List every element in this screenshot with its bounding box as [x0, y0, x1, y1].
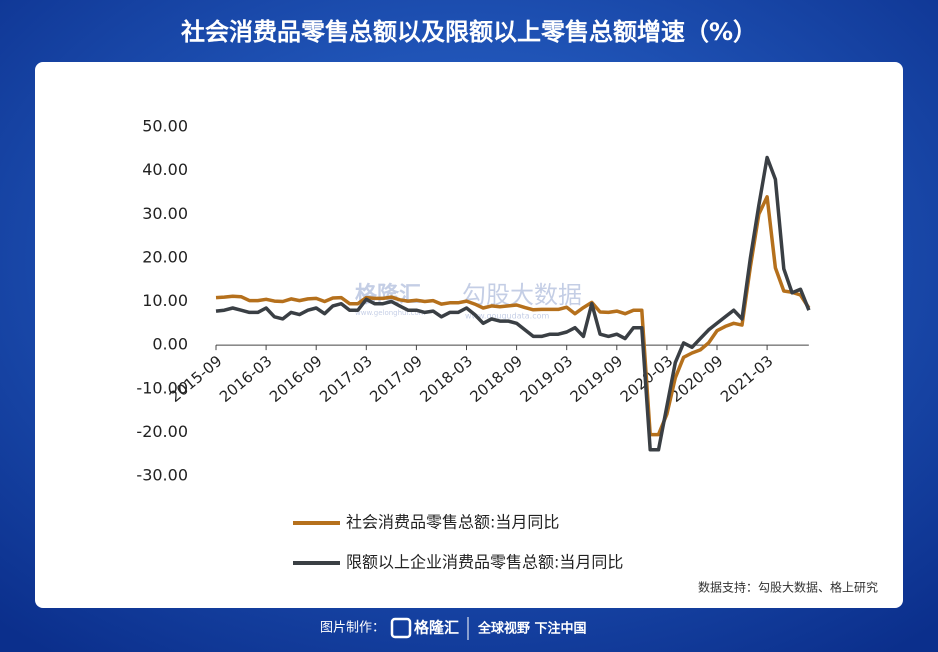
legend-label: 社会消费品零售总额:当月同比 [346, 513, 559, 532]
y-tick-label: 30.00 [142, 204, 188, 223]
footer-slogan: 全球视野 下注中国 [477, 621, 587, 637]
card [35, 62, 903, 608]
watermark-data-url: www.gougudata.com [465, 312, 549, 321]
watermark-data: 勾股大数据 [462, 281, 582, 309]
watermark: 格隆汇 www.gelonghui.com 勾股大数据 www.gougudat… [355, 281, 582, 321]
watermark-url: www.gelonghui.com [355, 309, 426, 317]
legend-label: 限额以上企业消费品零售总额:当月同比 [346, 553, 623, 572]
footer-made-by: 图片制作： [320, 621, 385, 636]
y-tick-label: 20.00 [142, 247, 188, 266]
y-tick-label: -30.00 [136, 466, 188, 485]
y-tick-label: -20.00 [136, 422, 188, 441]
footer-brand: 格隆汇 [414, 619, 459, 637]
footer-logo [390, 617, 412, 639]
series-line [215, 195, 811, 437]
y-tick-label: -10.00 [136, 378, 188, 397]
y-tick-label: 40.00 [142, 160, 188, 179]
source: 数据支持：勾股大数据、格上研究 [698, 580, 878, 595]
y-tick-label: 0.00 [152, 335, 188, 354]
y-tick-label: 10.00 [142, 291, 188, 310]
chart-title: 社会消费品零售总额以及限额以上零售总额增速（%） [181, 18, 757, 46]
y-tick-label: 50.00 [142, 117, 188, 136]
series-line [215, 155, 811, 452]
